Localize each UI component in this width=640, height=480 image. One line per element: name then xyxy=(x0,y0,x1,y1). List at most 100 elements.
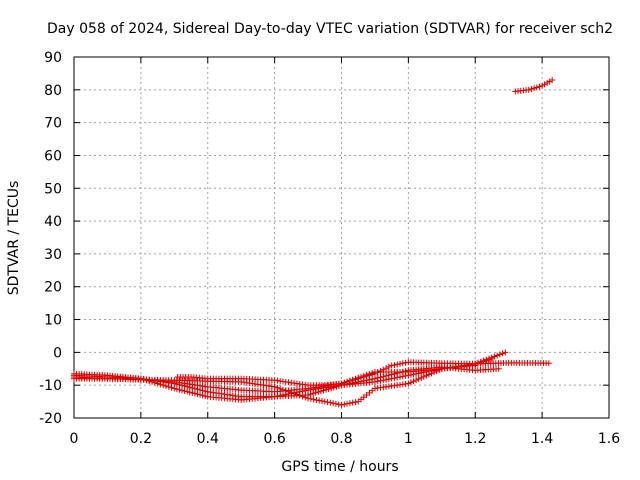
data-point xyxy=(202,393,209,400)
data-point xyxy=(335,401,342,408)
data-point xyxy=(491,353,498,360)
y-axis-label: SDTVAR / TECUs xyxy=(6,181,22,296)
data-point xyxy=(151,379,158,386)
data-point xyxy=(149,378,156,385)
data-point xyxy=(313,396,320,403)
data-point xyxy=(474,359,481,366)
y-tick-label: 0 xyxy=(53,345,62,361)
x-tick-label: 0 xyxy=(70,431,79,447)
data-point xyxy=(344,400,351,407)
data-point xyxy=(385,363,392,370)
data-point xyxy=(274,384,281,391)
data-point xyxy=(377,374,384,381)
data-point xyxy=(199,392,206,399)
data-point xyxy=(407,379,414,386)
data-point xyxy=(173,386,180,393)
data-point xyxy=(483,356,490,363)
data-point xyxy=(405,380,412,387)
data-point xyxy=(197,391,204,398)
data-point xyxy=(143,377,150,384)
y-tick-label: -20 xyxy=(39,411,62,427)
y-tick-label: 20 xyxy=(44,280,62,296)
x-tick-label: 1.2 xyxy=(464,431,486,447)
data-point xyxy=(472,362,479,369)
x-tick-label: 0.8 xyxy=(330,431,352,447)
data-point xyxy=(285,390,292,397)
data-point xyxy=(549,76,556,83)
data-point xyxy=(321,398,328,405)
data-point xyxy=(332,400,339,407)
data-point xyxy=(528,86,535,93)
data-point xyxy=(296,388,303,395)
y-tick-label: 30 xyxy=(44,247,62,263)
data-point xyxy=(171,385,178,392)
data-point xyxy=(316,397,323,404)
data-point xyxy=(310,396,317,403)
data-point xyxy=(293,389,300,396)
data-point xyxy=(191,390,198,397)
data-point xyxy=(539,82,546,89)
data-point xyxy=(277,392,284,399)
data-point xyxy=(157,381,164,388)
data-point xyxy=(352,375,359,382)
data-point xyxy=(162,383,169,390)
y-tick-label: 10 xyxy=(44,313,62,329)
data-point xyxy=(533,84,540,91)
data-point xyxy=(288,390,295,397)
x-tick-label: 0.6 xyxy=(263,431,285,447)
data-point xyxy=(499,350,506,357)
data-point xyxy=(502,349,509,356)
y-tick-label: 80 xyxy=(44,83,62,99)
data-point xyxy=(346,377,353,384)
data-point xyxy=(160,382,167,389)
data-point xyxy=(480,357,487,364)
data-point xyxy=(394,361,401,368)
data-point xyxy=(399,360,406,367)
y-tick-label: 40 xyxy=(44,214,62,230)
data-point xyxy=(299,393,306,400)
data-point xyxy=(402,359,409,366)
data-point xyxy=(355,374,362,381)
data-point xyxy=(366,376,373,383)
series-track-e xyxy=(174,362,479,389)
data-point xyxy=(495,365,502,372)
series-track-f xyxy=(512,76,556,95)
data-point xyxy=(305,395,312,402)
data-point xyxy=(299,388,306,395)
data-point xyxy=(338,380,345,387)
data-point xyxy=(366,370,373,377)
data-point xyxy=(341,379,348,386)
data-point xyxy=(338,401,345,408)
data-point xyxy=(423,372,430,379)
data-point xyxy=(363,377,370,384)
data-point xyxy=(137,375,144,382)
data-point xyxy=(410,378,417,385)
data-point xyxy=(485,355,492,362)
data-point xyxy=(279,386,286,393)
data-point xyxy=(324,399,331,406)
y-tick-label: 70 xyxy=(44,116,62,132)
data-point xyxy=(346,400,353,407)
data-point xyxy=(302,394,309,401)
data-point xyxy=(181,387,188,394)
y-tick-label: -10 xyxy=(39,378,62,394)
data-point xyxy=(318,398,325,405)
x-tick-labels: 0 0.2 0.4 0.6 0.8 1 1.2 1.4 1.6 xyxy=(70,431,621,447)
data-point xyxy=(271,393,278,400)
data-point xyxy=(330,400,337,407)
data-point xyxy=(536,83,543,90)
data-point xyxy=(374,374,381,381)
x-tick-label: 0.2 xyxy=(130,431,152,447)
plot-frame xyxy=(73,56,610,419)
data-point xyxy=(397,360,404,367)
data-point xyxy=(140,376,147,383)
data-point xyxy=(369,376,376,383)
data-point xyxy=(165,383,172,390)
x-tick-label: 1.4 xyxy=(531,431,553,447)
y-tick-label: 50 xyxy=(44,181,62,197)
data-point xyxy=(349,376,356,383)
y-tick-labels: -20 -10 0 10 20 30 40 50 60 70 80 90 xyxy=(39,50,62,427)
data-point xyxy=(545,360,552,367)
x-tick-label: 1.6 xyxy=(598,431,620,447)
